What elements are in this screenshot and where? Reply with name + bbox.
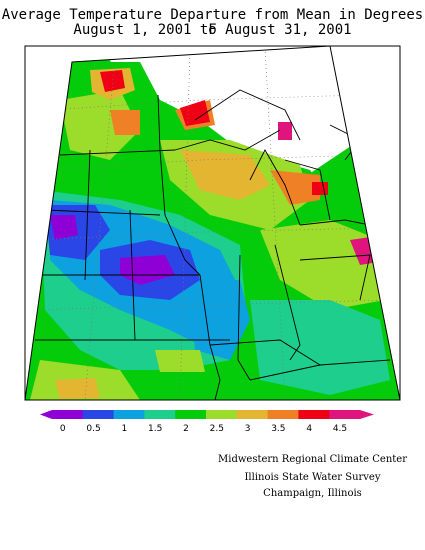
anomaly-patch: [60, 90, 140, 160]
legend-ticks: 0 0.5 1 1.5 2 2.5 3 3.5 4 4.5: [60, 424, 347, 434]
anomaly-patch: [120, 255, 175, 285]
legend-tick-label: 0: [60, 424, 66, 434]
anomaly-patch: [180, 100, 210, 126]
legend-tick-label: 0.5: [86, 424, 100, 434]
legend-tick-label: 1: [122, 424, 128, 434]
anomaly-patch: [155, 350, 205, 372]
map-frame: [24, 45, 401, 401]
anomaly-patch: [100, 70, 125, 92]
graticule: [27, 47, 391, 400]
legend-swatch: [52, 410, 84, 419]
legend-tick-label: 4: [306, 424, 312, 434]
legend-swatch: [329, 410, 361, 419]
map-subtitle: August 1, 2001 to August 31, 2001: [73, 22, 352, 38]
legend-swatch: [298, 410, 330, 419]
legend-tick-label: 4.5: [333, 424, 347, 434]
legend-tick-label: 3: [245, 424, 251, 434]
anomaly-patch: [250, 300, 390, 395]
legend-swatch: [82, 410, 115, 419]
legend-swatch: [113, 410, 145, 419]
anomaly-patch: [180, 150, 270, 200]
anomaly-patch: [110, 110, 140, 135]
legend-swatch: [267, 410, 299, 419]
anomaly-patch: [270, 170, 320, 205]
credit-survey: Illinois State Water Survey: [244, 472, 381, 483]
anomaly-patch: [278, 122, 292, 140]
anomaly-patch: [50, 215, 78, 240]
legend-arrow-high: [360, 410, 374, 419]
map-title: Average Temperature Departure from Mean …: [1, 7, 424, 38]
anomaly-patch: [55, 378, 100, 399]
state-boundaries: [35, 89, 391, 400]
legend-tick-label: 2.5: [210, 424, 224, 434]
legend-tick-label: 1.5: [148, 424, 162, 434]
legend-arrow-low: [40, 410, 52, 419]
legend-swatch: [175, 410, 207, 419]
legend-swatch: [236, 410, 269, 419]
legend-bar: [40, 410, 374, 419]
legend-tick-label: 2: [183, 424, 189, 434]
legend-swatch: [144, 410, 176, 419]
lake-area: [110, 46, 360, 180]
credit-center: Midwestern Regional Climate Center: [218, 454, 407, 465]
credit-location: Champaign, Illinois: [263, 488, 362, 499]
legend-swatch: [206, 410, 238, 419]
legend-tick-label: 3.5: [271, 424, 285, 434]
